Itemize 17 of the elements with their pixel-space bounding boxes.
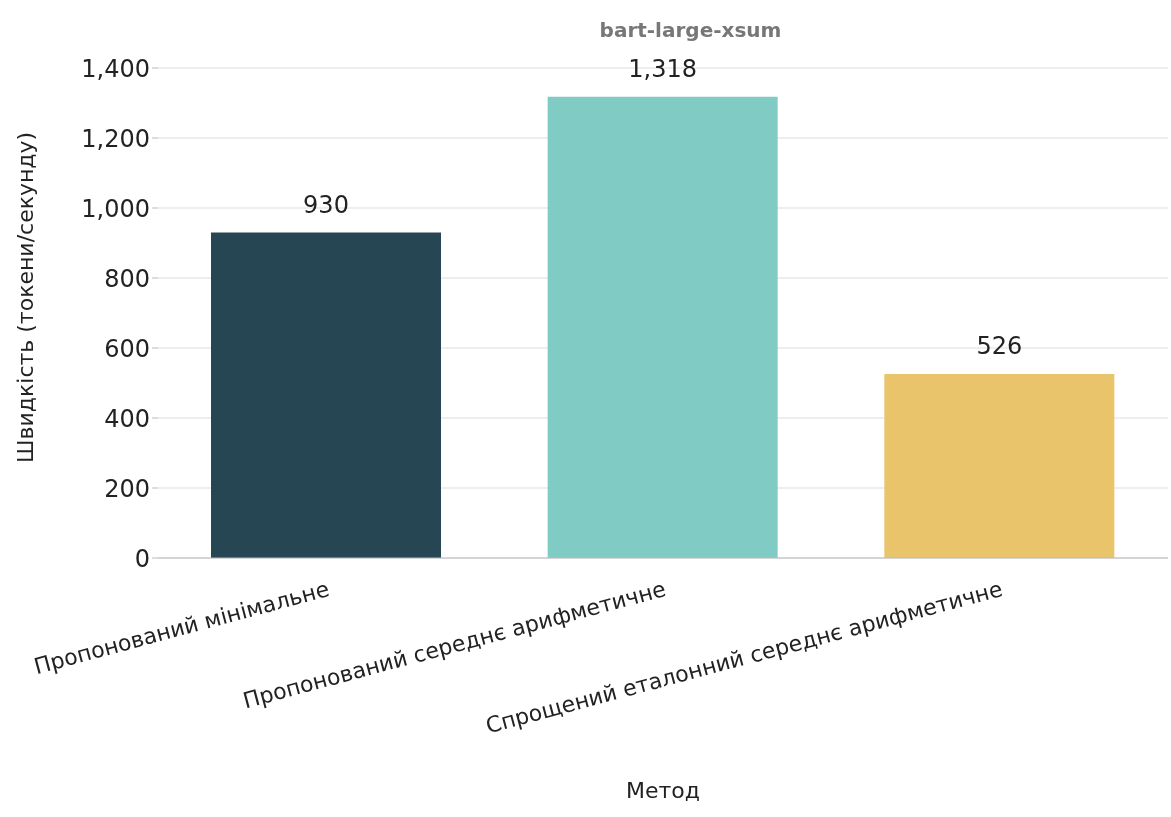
data-label: 526 (976, 331, 1023, 360)
bar (884, 373, 1115, 558)
y-tick-label: 1,000 (81, 194, 150, 223)
x-axis-title: Метод (625, 778, 701, 803)
y-tick-label: 0 (134, 544, 150, 573)
y-axis-title: Швидкість (токени/секунду) (12, 131, 38, 463)
y-tick-label: 400 (104, 404, 150, 433)
y-tick-label: 1,400 (81, 54, 150, 83)
y-tick-label: 600 (104, 334, 150, 363)
bar (211, 232, 441, 558)
data-label: 1,318 (628, 54, 698, 83)
data-label: 930 (303, 190, 349, 219)
y-tick-label: 200 (104, 474, 150, 503)
bar (547, 96, 778, 558)
y-tick-label: 1,200 (81, 124, 150, 153)
y-tick-label: 800 (104, 264, 150, 293)
chart-title: bart-large-xsum (598, 18, 783, 42)
